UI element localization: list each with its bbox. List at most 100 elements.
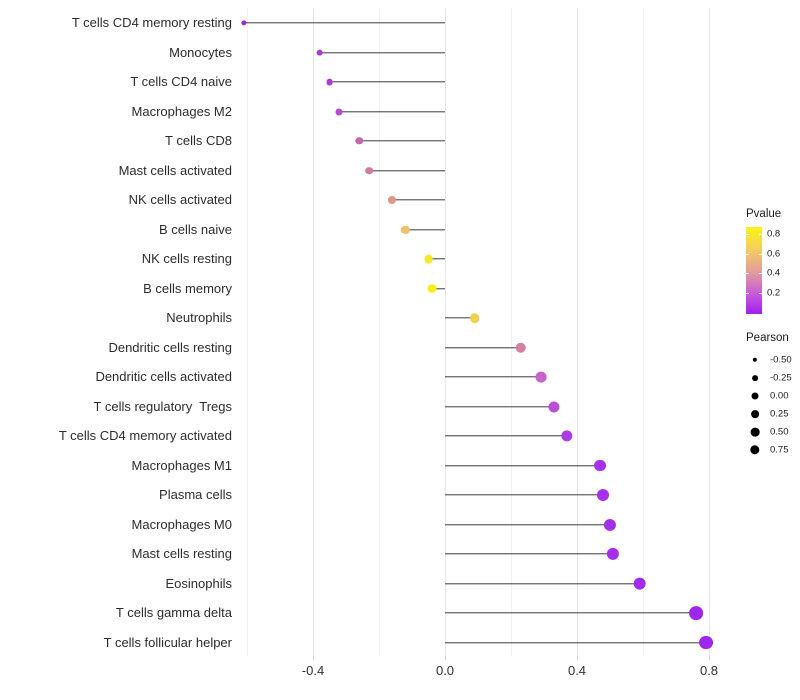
lollipop-stem [445,612,696,614]
lollipop-dot [548,400,560,413]
row-label: Macrophages M0 [131,516,232,532]
lollipop-stem [445,523,610,526]
lollipop-stem [392,199,445,201]
lollipop-stem [445,553,614,555]
row-label: Macrophages M2 [131,103,232,119]
lollipop-stem [431,287,445,290]
lollipop-dot [335,107,343,116]
row-label: T cells CD4 naive [130,74,232,89]
pvalue-tick-label: 0.8 [767,228,781,240]
x-axis-tick [577,656,578,660]
pearson-legend-label: 0.50 [770,426,789,438]
gridline-major [709,8,710,656]
row-label: Plasma cells [159,487,232,502]
gridline-minor [247,8,248,656]
x-axis-tick-label: 0.0 [435,663,455,678]
pvalue-bar-tick-right [759,292,762,294]
pvalue-bar-tick-left [746,253,749,255]
gridline-minor [379,8,380,656]
lollipop-dot [469,313,480,323]
row-label: Dendritic cells resting [108,339,232,355]
lollipop-stem [329,81,445,83]
row-label: T cells regulatory Tregs [93,398,232,414]
lollipop-dot [326,78,333,86]
pearson-legend-dot [752,375,758,381]
gridline-major [313,8,314,656]
lollipop-dot [401,225,410,234]
row-label: B cells naive [159,221,232,237]
pvalue-bar-tick-left [746,234,749,236]
lollipop-dot [515,342,527,353]
pvalue-bar-tick-left [746,292,749,294]
row-label: T cells follicular helper [103,634,232,650]
row-label: Mast cells activated [118,162,232,178]
x-axis-tick [445,656,446,660]
row-label: B cells memory [143,280,232,296]
lollipop-dot [603,518,617,531]
row-label: Macrophages M1 [131,457,232,473]
pearson-legend-dot [750,445,760,455]
row-label: Dendritic cells activated [95,369,232,384]
lollipop-stem [445,582,640,585]
pvalue-bar-tick-left [746,273,749,275]
lollipop-dot [427,284,437,293]
gridline-minor [643,8,644,656]
lollipop-dot [561,430,573,442]
row-label: Monocytes [169,44,232,60]
lollipop-dot [388,195,397,205]
lollipop-stem [445,317,475,319]
pearson-legend-dot [751,410,759,418]
lollipop-stem [243,22,445,24]
pearson-legend-label: -0.25 [770,372,792,384]
row-label: T cells CD4 memory activated [58,428,232,443]
row-label: NK cells resting [141,251,232,266]
pearson-legend-dot [750,427,760,437]
pearson-legend-label: 0.75 [770,444,789,456]
row-label: T cells CD8 [165,133,232,148]
pvalue-tick-label: 0.4 [767,267,781,279]
lollipop-dot [607,547,620,561]
lollipop-stem [445,494,604,496]
x-axis-tick-label: -0.4 [301,663,325,678]
row-label: NK cells activated [128,192,232,207]
row-label: T cells gamma delta [115,605,232,620]
lollipop-stem [445,346,521,349]
pearson-legend-label: 0.25 [770,408,789,420]
pvalue-gradient-bar [746,227,762,314]
pearson-legend-label: -0.50 [770,354,792,366]
lollipop-stem [405,228,445,231]
lollipop-stem [445,641,706,644]
row-label: Mast cells resting [131,546,232,561]
lollipop-dot [698,635,713,650]
legend-pvalue-title: Pvalue [746,208,782,220]
pvalue-bar-tick-right [759,253,762,255]
gridline-major [577,8,578,656]
pvalue-bar-tick-right [759,234,762,236]
x-axis-tick [709,656,710,660]
legend-pearson-title: Pearson [746,332,789,344]
row-label: Eosinophils [165,575,233,591]
x-axis-tick [313,656,314,660]
gridline-minor [511,8,512,656]
lollipop-dot [316,49,323,56]
lollipop-dot [597,489,610,501]
pvalue-tick-label: 0.2 [767,287,781,298]
lollipop-stem [445,376,541,378]
row-label: Neutrophils [166,310,232,325]
pearson-legend-dot [752,357,758,363]
lollipop-stem [445,464,601,467]
lollipop-dot [355,137,363,145]
lollipop-stem [319,51,445,54]
pearson-legend-dot [751,392,759,400]
pvalue-bar-tick-right [759,273,762,275]
x-axis-tick-label: 0.4 [567,663,587,678]
lollipop-stem [445,435,568,437]
pvalue-tick-label: 0.6 [767,248,781,260]
lollipop-dot [594,459,607,472]
lollipop-stem [369,169,445,172]
row-label: T cells CD4 memory resting [71,15,232,30]
lollipop-dot [424,254,433,264]
lollipop-stem [428,258,445,260]
lollipop-dot [241,20,247,26]
